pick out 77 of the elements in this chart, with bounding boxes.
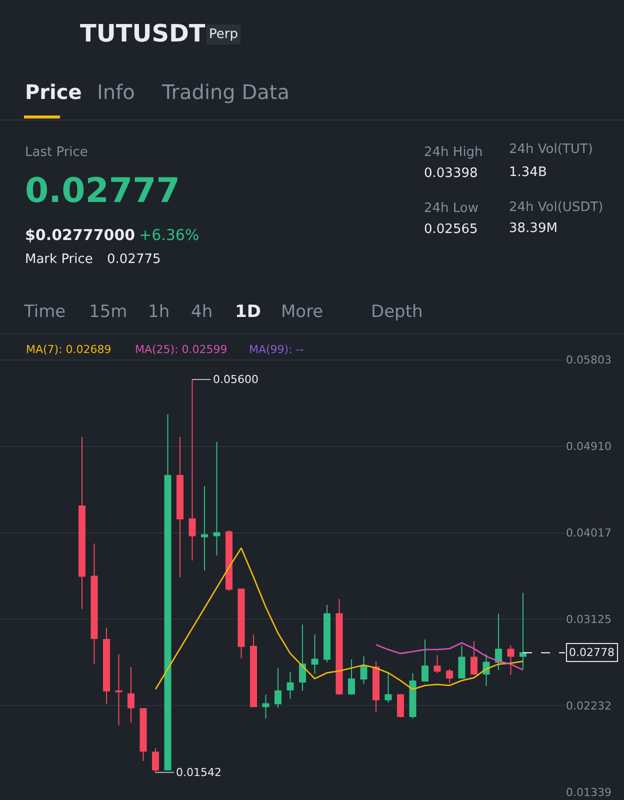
candlestick [250, 634, 257, 708]
candlestick [188, 379, 196, 561]
candlestick [372, 660, 380, 714]
text: $0.02777000 [25, 226, 136, 244]
text: Mark Price [25, 252, 93, 267]
text: 24h Low [424, 201, 479, 216]
text: 1D [235, 302, 261, 322]
y-tick-label: 0.01339 [566, 786, 612, 799]
candlestick [299, 624, 306, 692]
text: 24h Vol(TUT) [509, 142, 593, 157]
text: More [281, 302, 324, 322]
ref-line-label: 0.02778 [569, 646, 614, 659]
candlestick [422, 638, 428, 682]
text: +6.36% [139, 226, 200, 244]
candlestick [226, 530, 232, 592]
candlestick [286, 672, 294, 700]
text: Time [23, 302, 66, 322]
chart-title: TUTUSDT [80, 19, 206, 48]
candlestick [213, 441, 220, 556]
y-tick-label: 0.04017 [566, 526, 612, 540]
candlestick [103, 627, 110, 704]
candlestick [446, 668, 453, 684]
text: Trading Data [161, 80, 290, 104]
candlestick [311, 634, 318, 674]
text: 15m [89, 302, 128, 322]
candlestick [458, 644, 466, 678]
text: Info [97, 80, 135, 104]
candlestick [90, 543, 98, 665]
y-tick-label: 0.03125 [566, 612, 612, 626]
candlestick [238, 588, 245, 659]
candlestick [140, 708, 147, 762]
text: 0.02565 [424, 222, 478, 237]
candlestick [176, 436, 184, 578]
candlestick [324, 604, 330, 663]
candlestick [520, 592, 526, 670]
text: Price [25, 80, 82, 104]
candlestick [201, 486, 208, 571]
candlestick [348, 658, 355, 696]
text: 24h High [424, 145, 483, 160]
annotation: 0.01542 [176, 766, 222, 779]
candlestick [152, 748, 159, 773]
candlestick [115, 654, 122, 726]
text: MA(7): 0.02689 [26, 343, 112, 356]
candlestick [384, 672, 392, 704]
text: 24h Vol(USDT) [509, 200, 604, 215]
annotation: MA(99): -- [249, 343, 304, 356]
candlestick [274, 668, 282, 708]
text: 38.39M [509, 221, 558, 236]
candlestick [360, 656, 368, 684]
text: 0.03398 [424, 166, 478, 181]
candlestick [495, 613, 502, 671]
line-series [154, 547, 524, 690]
candlestick [78, 436, 86, 610]
candlestick [434, 654, 441, 674]
y-tick-label: 0.02232 [566, 699, 612, 712]
candlestick [336, 598, 343, 696]
annotation: 0.05600 [213, 373, 258, 386]
text: 1h [148, 302, 170, 322]
text: Last Price [25, 145, 88, 160]
y-tick-label: 0.04910 [566, 440, 612, 454]
candlestick [507, 644, 514, 676]
candlestick [164, 414, 172, 772]
text: 1.34B [509, 165, 547, 180]
candlestick [482, 654, 490, 686]
candlestick [470, 640, 478, 676]
text: Depth [371, 302, 423, 322]
candlestick [409, 672, 416, 720]
line-series [375, 642, 524, 671]
text: MA(25): 0.02599 [135, 343, 228, 356]
text: 0.02775 [107, 252, 161, 267]
candlestick [128, 666, 134, 723]
y-tick-label: 0.05803 [566, 354, 612, 367]
text: 4h [191, 302, 213, 322]
candlestick [262, 694, 270, 720]
candlestick [397, 693, 404, 718]
text: Perp [209, 27, 238, 42]
text: 0.02777 [25, 171, 180, 211]
